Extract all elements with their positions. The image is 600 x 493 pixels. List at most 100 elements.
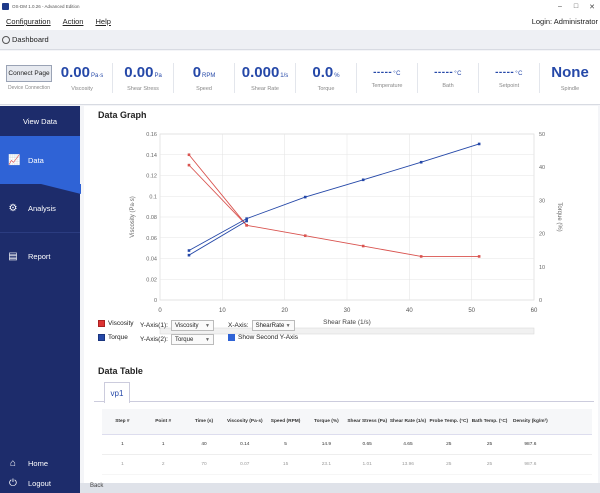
data-point-viscosity: [187, 153, 191, 157]
series-line-viscosity: [188, 164, 247, 226]
sidebar-item-report[interactable]: ▤ Report: [0, 232, 80, 280]
menu-help[interactable]: Help: [95, 17, 111, 26]
x-tick-label: 20: [281, 308, 288, 314]
sidebar-item-label: Logout: [28, 478, 51, 488]
stat-value: -----: [373, 66, 393, 78]
table-tabs: vp1: [94, 382, 594, 403]
column-header: Point #: [155, 419, 172, 424]
chart-svg: 0 0.02 0.04 0.06 0.08 0.1 0.12 0.14 0.16 0 10 20 30 4…: [130, 132, 562, 335]
x-tick-label: 60: [531, 308, 538, 314]
column-header: Bath Temp. (°C): [471, 419, 508, 424]
stat-bath: -----°C Bath: [418, 67, 478, 89]
torque-legend-swatch: [98, 334, 105, 341]
y2-tick-label: 30: [539, 198, 545, 204]
graph-controls: Viscosity Torque Y-Axis(1): Viscosity ▼ Y…: [98, 320, 598, 360]
dashboard-icon: [2, 35, 10, 44]
stat-unit: °C: [515, 70, 523, 77]
table-cell: 14.9: [321, 442, 332, 447]
menu-configuration[interactable]: Configuration: [6, 17, 51, 26]
table-cell: 25: [486, 442, 493, 447]
back-bar[interactable]: Back: [80, 483, 600, 493]
breadcrumb-label[interactable]: Dashboard: [12, 35, 49, 44]
y2-tick-label: 10: [539, 265, 545, 271]
tab-vp1[interactable]: vp1: [104, 382, 130, 403]
x-axis-title: Shear Rate (1/s): [323, 319, 371, 326]
window-title: OS-DM 1.0.26 - Advanced Edition: [12, 4, 80, 9]
table-header: Step # Point # Time (s) Viscosity (Pa·s)…: [102, 409, 592, 435]
stat-value: -----: [495, 66, 515, 78]
stat-speed: 0RPM Speed: [174, 64, 234, 92]
stat-unit: °C: [454, 70, 462, 77]
sidebar-item-view-data[interactable]: View Data: [0, 106, 80, 136]
data-point-torque: [187, 253, 191, 257]
legend-viscosity[interactable]: Viscosity: [98, 320, 134, 327]
y-tick-label: 0.02: [146, 277, 157, 283]
chevron-down-icon: ▼: [204, 337, 210, 343]
maximize-button[interactable]: □: [573, 2, 579, 10]
table-cell: 4.65: [403, 442, 413, 447]
table-cell: 40: [201, 442, 207, 447]
back-label: Back: [90, 483, 104, 489]
y-tick-label: 0.04: [146, 257, 157, 263]
stat-label: Viscosity: [71, 85, 93, 92]
home-icon: ⌂: [9, 457, 17, 469]
column-header: Probe Temp. (°C): [429, 419, 469, 424]
data-point-viscosity: [477, 255, 481, 258]
data-graph-chart: 0 0.02 0.04 0.06 0.08 0.1 0.12 0.14 0.16 0 10 20 30 4…: [124, 128, 598, 338]
device-connection: Connect Page Device Connection: [6, 64, 52, 91]
table-cell: 987.6: [524, 442, 537, 447]
table-cell: 23.1: [321, 462, 332, 467]
stat-shear-stress: 0.00Pa Shear Stress: [113, 64, 173, 92]
stat-label: Bath: [442, 82, 454, 89]
stat-label: Spindle: [560, 85, 580, 92]
table-cell: 1: [121, 442, 124, 447]
table-cell: 25: [486, 462, 493, 467]
show-second-y-axis[interactable]: Show Second Y-Axis: [228, 334, 298, 341]
menu-action[interactable]: Action: [62, 17, 84, 26]
y2-tick-label: 20: [539, 232, 545, 238]
y-axis1-control: Y-Axis(1): Viscosity ▼: [140, 320, 214, 331]
x-tick-label: 30: [344, 308, 351, 314]
sidebar-item-data[interactable]: 📈 Data: [0, 136, 81, 194]
show-second-y-axis-checkbox[interactable]: [228, 334, 235, 341]
column-header: Time (s): [194, 419, 214, 424]
y-axis1-select[interactable]: Viscosity ▼: [170, 320, 214, 331]
x-axis-value: ShearRate: [255, 322, 285, 329]
y-axis2-select[interactable]: Torque ▼: [170, 334, 214, 345]
connect-page-button[interactable]: Connect Page: [6, 64, 52, 82]
table-cell: 1: [161, 442, 165, 447]
y-tick-label: 0.06: [146, 236, 157, 242]
chevron-down-icon: ▼: [285, 323, 291, 329]
sidebar-item-analysis[interactable]: ⚙ Analysis: [0, 184, 80, 232]
title-bar: OS-DM 1.0.26 - Advanced Edition – □ ✕: [0, 0, 600, 13]
column-header: Density (kg/m³): [513, 419, 548, 424]
y-tick-label: 0.08: [146, 215, 157, 221]
y-axis1-value: Viscosity: [174, 322, 199, 329]
table-cell: 25: [446, 442, 452, 447]
table-row[interactable]: 1 1 40 0.14 5 14.9 0.65 4.65 25 25 987.6: [102, 435, 592, 455]
series-line-viscosity: [188, 154, 480, 257]
minimize-button[interactable]: –: [558, 2, 562, 10]
stat-value: 0.000: [241, 63, 280, 81]
table-cell: 0.07: [240, 462, 250, 467]
stat-label: Temperature: [371, 82, 403, 89]
stat-value: None: [551, 63, 589, 81]
menu-bar: Configuration Action Help Login: Adminis…: [0, 13, 600, 30]
breadcrumb: Dashboard: [0, 30, 600, 50]
sidebar-item-home[interactable]: ⌂ Home: [0, 453, 80, 473]
column-header: Step #: [115, 419, 130, 424]
legend-torque[interactable]: Torque: [98, 334, 128, 341]
column-header: Torque (%): [314, 419, 339, 424]
close-button[interactable]: ✕: [589, 3, 595, 11]
power-icon: ⏻: [9, 477, 17, 489]
login-status: Login: Administrator: [531, 17, 598, 26]
x-axis-select[interactable]: ShearRate ▼: [251, 320, 295, 331]
stat-shear-rate: 0.0001/s Shear Rate: [235, 64, 295, 92]
connect-sub-label: Device Connection: [8, 84, 50, 91]
data-point-torque: [245, 219, 248, 223]
sidebar-item-logout[interactable]: ⏻ Logout: [0, 473, 80, 493]
table-cell: 70: [201, 462, 207, 467]
y2-tick-label: 50: [539, 132, 545, 138]
data-point-torque: [303, 195, 307, 199]
table-row[interactable]: 1 2 70 0.07 15 23.1 1.01 13.96 25 25 987…: [102, 455, 592, 475]
